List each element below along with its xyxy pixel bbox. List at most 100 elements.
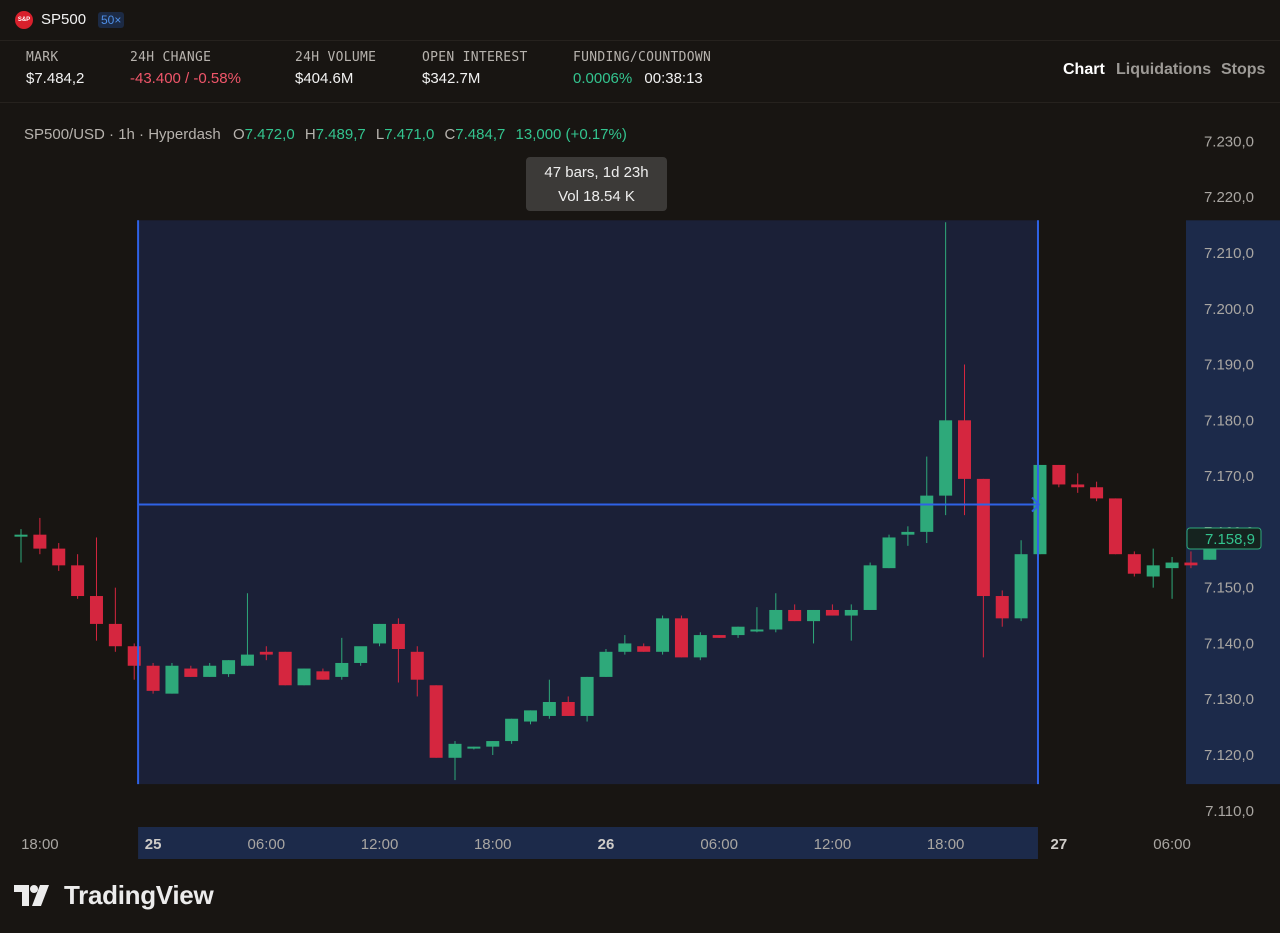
candle-body xyxy=(184,668,198,677)
symbol-name[interactable]: SP500 xyxy=(41,11,87,28)
legend-open-label: O xyxy=(232,126,245,143)
candle-body xyxy=(731,626,745,636)
measure-bars-text: 47 bars, 1d 23h xyxy=(544,164,648,181)
y-tick-label: 7.150,0 xyxy=(1204,580,1254,597)
candle-body xyxy=(674,618,688,658)
y-tick-label: 7.190,0 xyxy=(1204,357,1254,374)
y-tick-label: 7.220,0 xyxy=(1204,189,1254,206)
y-tick-label: 7.200,0 xyxy=(1204,301,1254,318)
candle-body xyxy=(240,654,254,666)
stat-value: -43.400 / -0.58% xyxy=(130,70,241,87)
candle-body xyxy=(958,420,971,479)
candle-body xyxy=(656,618,670,652)
candle-body xyxy=(995,596,1009,619)
top-bar: S&P SP500 50× xyxy=(0,0,1280,41)
candle-body xyxy=(391,623,405,650)
x-tick-label: 27 xyxy=(1051,836,1068,853)
candle-body xyxy=(693,635,707,658)
stats-bar: MARK $7.484,2 24H CHANGE -43.400 / -0.58… xyxy=(0,50,1280,103)
candle-body xyxy=(542,702,556,716)
sp500-logo-icon: S&P xyxy=(15,11,33,29)
legend-low-label: L xyxy=(375,126,385,143)
stat-funding: FUNDING/COUNTDOWN 0.0006% 00:38:13 xyxy=(573,50,711,87)
y-tick-label: 7.140,0 xyxy=(1204,635,1254,652)
candle-body xyxy=(523,710,537,722)
measure-y-band xyxy=(1186,220,1280,785)
current-price-tag xyxy=(1186,527,1262,550)
candle-body xyxy=(71,565,85,597)
x-tick-label: 12:00 xyxy=(361,836,399,853)
legend-low: 7.471,0 xyxy=(384,126,435,143)
candle-body xyxy=(920,495,934,532)
legend-change: 13,000 (+0.17%) xyxy=(515,126,627,143)
x-tick-label: 25 xyxy=(145,836,162,853)
candle-body xyxy=(165,665,179,694)
candle-body xyxy=(410,651,424,680)
x-tick-label: 12:00 xyxy=(814,836,852,853)
candle-body xyxy=(863,565,877,610)
leverage-badge: 50× xyxy=(98,12,125,28)
legend-high: 7.489,7 xyxy=(315,126,366,143)
candle-body xyxy=(146,665,160,691)
candle-body xyxy=(278,651,292,686)
candle-body xyxy=(561,702,575,716)
candle-body xyxy=(316,671,330,680)
current-price-label: 7.158,9 xyxy=(1205,531,1255,548)
candle-body xyxy=(335,662,349,677)
candle-body xyxy=(825,609,839,616)
candle-body xyxy=(788,609,802,622)
candle-body xyxy=(844,609,858,616)
candle-body xyxy=(297,668,311,686)
y-tick-label: 7.110,0 xyxy=(1205,803,1254,820)
legend-close: 7.484,7 xyxy=(455,126,506,143)
stat-label: 24H VOLUME xyxy=(295,50,377,65)
x-tick-label: 06:00 xyxy=(700,836,738,853)
stat-label: 24H CHANGE xyxy=(130,50,212,65)
candle-body xyxy=(1033,464,1047,555)
legend-high-label: H xyxy=(304,126,316,143)
stat-open-interest: OPEN INTEREST $342.7M xyxy=(422,50,528,87)
candle-body xyxy=(1146,565,1160,577)
candle-body xyxy=(486,741,500,747)
tradingview-logo-icon xyxy=(14,885,49,906)
candle-body xyxy=(448,743,462,758)
stat-mark: MARK $7.484,2 xyxy=(26,50,84,87)
measure-tooltip xyxy=(526,157,667,211)
candle-body xyxy=(618,643,632,652)
chart-legend: SP500/USD · 1h · Hyperdash O7.472,0 H7.4… xyxy=(24,126,627,143)
tab-liquidations[interactable]: Liquidations xyxy=(1116,61,1212,78)
candle-body xyxy=(769,609,783,630)
candle-body xyxy=(712,635,726,638)
x-tick-label: 26 xyxy=(598,836,615,853)
x-tick-label: 06:00 xyxy=(1153,836,1191,853)
stat-value: $342.7M xyxy=(422,70,481,87)
candle-body xyxy=(14,534,28,537)
candle-body xyxy=(750,629,764,632)
candle-body xyxy=(976,478,990,597)
candle-body xyxy=(1071,484,1085,488)
candle-body xyxy=(373,623,387,644)
candle-body xyxy=(1184,562,1198,566)
x-tick-label: 18:00 xyxy=(474,836,512,853)
tab-stops[interactable]: Stops xyxy=(1221,61,1266,78)
candle-body xyxy=(599,651,613,677)
candle-body xyxy=(33,534,47,549)
candle-body xyxy=(429,685,443,758)
funding-rate: 0.0006% xyxy=(573,70,633,87)
candle-body xyxy=(222,660,236,675)
candle-body xyxy=(1108,498,1122,555)
candle-body xyxy=(939,420,953,496)
stat-24h-volume: 24H VOLUME $404.6M xyxy=(295,50,376,87)
candle-body xyxy=(467,746,481,749)
candle-body xyxy=(901,531,915,535)
legend-open: 7.472,0 xyxy=(244,126,295,143)
y-tick-label: 7.170,0 xyxy=(1204,468,1254,485)
y-tick-label: 7.210,0 xyxy=(1204,245,1254,262)
candle-body xyxy=(1127,554,1141,574)
candle-body xyxy=(108,623,122,647)
tab-chart[interactable]: Chart xyxy=(1063,61,1105,78)
measure-arrow-icon xyxy=(1031,496,1041,513)
candle-body xyxy=(1090,487,1104,499)
legend-pair: SP500/USD · 1h · Hyperdash xyxy=(24,126,221,143)
